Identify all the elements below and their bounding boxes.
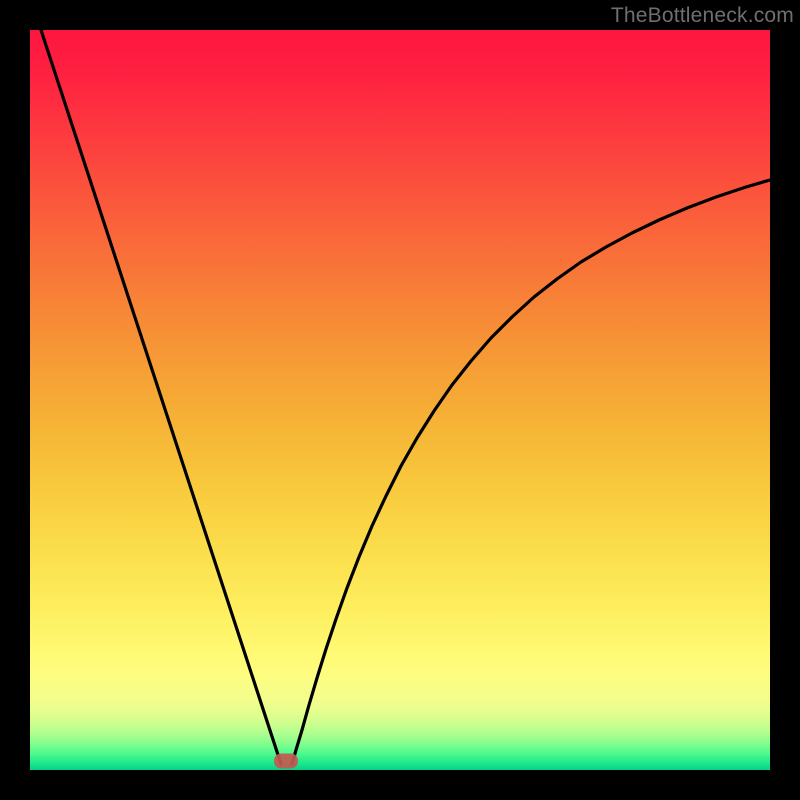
chart-canvas	[0, 0, 800, 800]
bottleneck-marker	[274, 754, 298, 769]
plot-area	[30, 30, 770, 770]
watermark-text: TheBottleneck.com	[611, 4, 794, 28]
